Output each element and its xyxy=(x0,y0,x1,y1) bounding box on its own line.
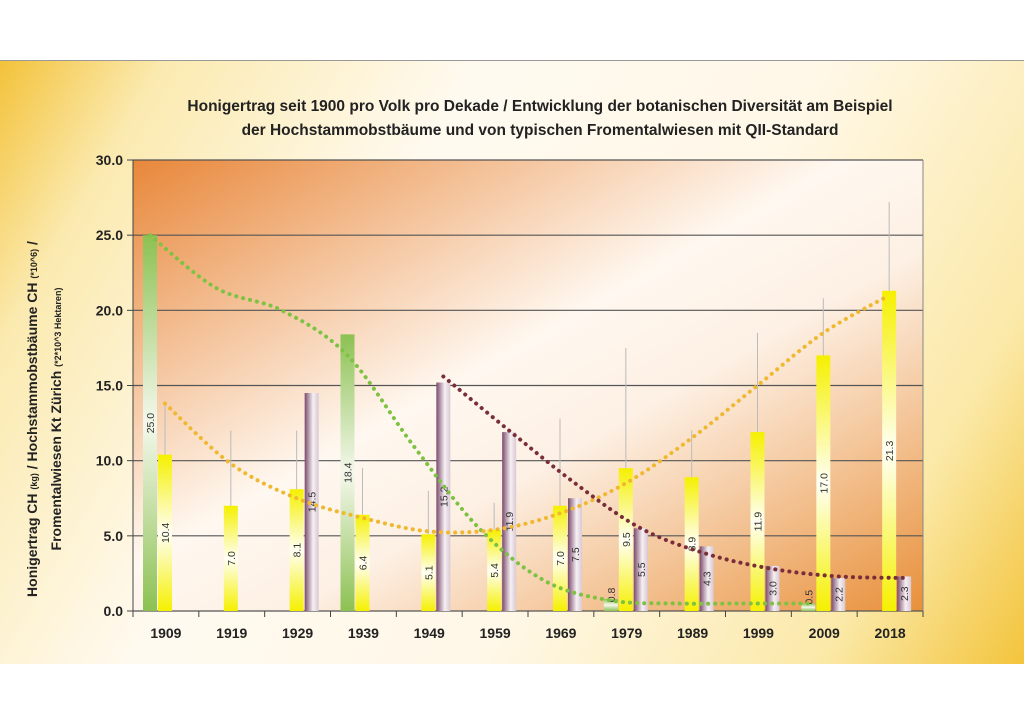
x-tick-label: 1939 xyxy=(348,625,379,641)
y-tick-label: 15.0 xyxy=(96,378,123,394)
bar-purple xyxy=(831,577,846,611)
bar-yellow xyxy=(421,534,436,611)
bar-yellow xyxy=(355,514,370,611)
x-tick-label: 2018 xyxy=(875,625,906,641)
data-label: 15.2 xyxy=(438,486,450,507)
data-label: 8.9 xyxy=(687,537,699,552)
data-label: 7.5 xyxy=(570,547,582,562)
x-tick-label: 1969 xyxy=(545,625,576,641)
trendline-green xyxy=(148,233,811,606)
bar-yellow xyxy=(618,468,633,611)
trendline-purple xyxy=(441,374,907,580)
data-label: 11.9 xyxy=(753,512,765,532)
data-label: 25.0 xyxy=(145,413,157,434)
data-label: 2.3 xyxy=(899,586,911,601)
bar-yellow xyxy=(553,505,567,611)
bar-yellow xyxy=(684,477,699,611)
x-tick-label: 1979 xyxy=(611,625,642,641)
data-label: 0.5 xyxy=(803,590,815,605)
bar-purple xyxy=(699,546,714,611)
data-label: 7.0 xyxy=(226,551,238,566)
x-tick-label: 1999 xyxy=(743,625,774,641)
data-label: 7.0 xyxy=(555,551,567,566)
data-label: 5.1 xyxy=(423,565,435,580)
bar-yellow xyxy=(289,489,304,611)
title-line-1: Honigertrag seit 1900 pro Volk pro Dekad… xyxy=(187,98,893,115)
bar-purple xyxy=(568,498,582,611)
bar-green xyxy=(801,603,816,611)
bar-yellow xyxy=(816,355,831,611)
x-tick-label: 1909 xyxy=(150,625,181,641)
data-label: 6.4 xyxy=(358,555,370,570)
bar-yellow xyxy=(882,290,897,611)
y-tick-label: 0.0 xyxy=(104,603,124,619)
x-tick-label: 1919 xyxy=(216,625,247,641)
y-tick-label: 20.0 xyxy=(96,302,123,318)
x-tick-label: 1959 xyxy=(480,625,511,641)
bar-purple xyxy=(765,565,780,611)
data-label: 18.4 xyxy=(343,462,355,483)
y-tick-label: 30.0 xyxy=(96,152,123,168)
bar-green xyxy=(143,235,157,611)
y-tick-label: 10.0 xyxy=(96,453,123,469)
x-tick-label: 1949 xyxy=(414,625,445,641)
data-label: 5.5 xyxy=(636,562,648,577)
bar-purple xyxy=(633,528,648,611)
x-tick-label: 2009 xyxy=(809,625,840,641)
bar-purple xyxy=(304,393,319,611)
bar-purple xyxy=(436,382,451,611)
data-label: 9.5 xyxy=(621,532,633,547)
chart-title: Honigertrag seit 1900 pro Volk pro Dekad… xyxy=(100,95,980,143)
bar-yellow xyxy=(487,529,502,611)
bar-yellow xyxy=(158,454,172,611)
data-label: 17.0 xyxy=(818,473,830,494)
data-label: 10.4 xyxy=(160,522,172,543)
bar-purple xyxy=(897,576,912,611)
x-tick-label: 1989 xyxy=(677,625,708,641)
data-label: 4.3 xyxy=(702,571,714,586)
bar-purple xyxy=(502,432,517,611)
data-label: 8.1 xyxy=(292,543,304,558)
trendline-yellow xyxy=(163,293,892,535)
x-tick-label: 1929 xyxy=(282,625,313,641)
title-line-2: der Hochstammobstbäume und von typischen… xyxy=(241,122,839,139)
y-tick-label: 5.0 xyxy=(104,528,124,544)
data-label: 21.3 xyxy=(884,441,896,462)
data-label: 3.0 xyxy=(768,581,780,596)
bar-yellow xyxy=(223,505,238,611)
bar-green xyxy=(340,334,355,611)
data-label: 2.2 xyxy=(833,587,845,602)
y-tick-label: 25.0 xyxy=(96,227,123,243)
data-label: 5.4 xyxy=(489,563,501,578)
